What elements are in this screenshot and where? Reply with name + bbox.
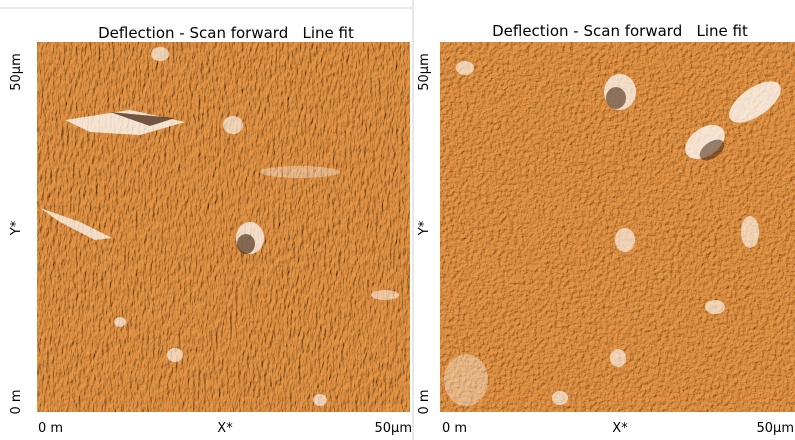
x-axis-label: 50µm	[375, 421, 412, 436]
scan-texture	[37, 42, 410, 412]
y-axis-label: 50µm	[417, 53, 432, 90]
panel: Deflection - Scan forward Line fit 50µm …	[417, 22, 795, 436]
panel-title: Deflection - Scan forward Line fit	[98, 24, 354, 42]
x-axis-label: 0 m	[38, 421, 63, 436]
x-axis-label: 0 m	[442, 421, 467, 436]
y-axis-label: 50µm	[9, 53, 24, 90]
x-axis-label: X*	[217, 421, 233, 436]
panel: Deflection - Scan forward Line fit 50µm …	[9, 24, 412, 436]
y-axis-label: Y*	[417, 220, 432, 236]
y-axis-label: 0 m	[417, 389, 432, 414]
screenshot: Deflection - Scan forward Line fit 50µm …	[0, 0, 795, 440]
afm-viewer: Deflection - Scan forward Line fit 50µm …	[0, 0, 795, 440]
y-axis-label: Y*	[9, 220, 24, 236]
panel-title: Deflection - Scan forward Line fit	[492, 22, 748, 40]
x-axis-label: X*	[612, 421, 628, 436]
y-axis-label: 0 m	[9, 389, 24, 414]
x-axis-label: 50µm	[757, 421, 794, 436]
